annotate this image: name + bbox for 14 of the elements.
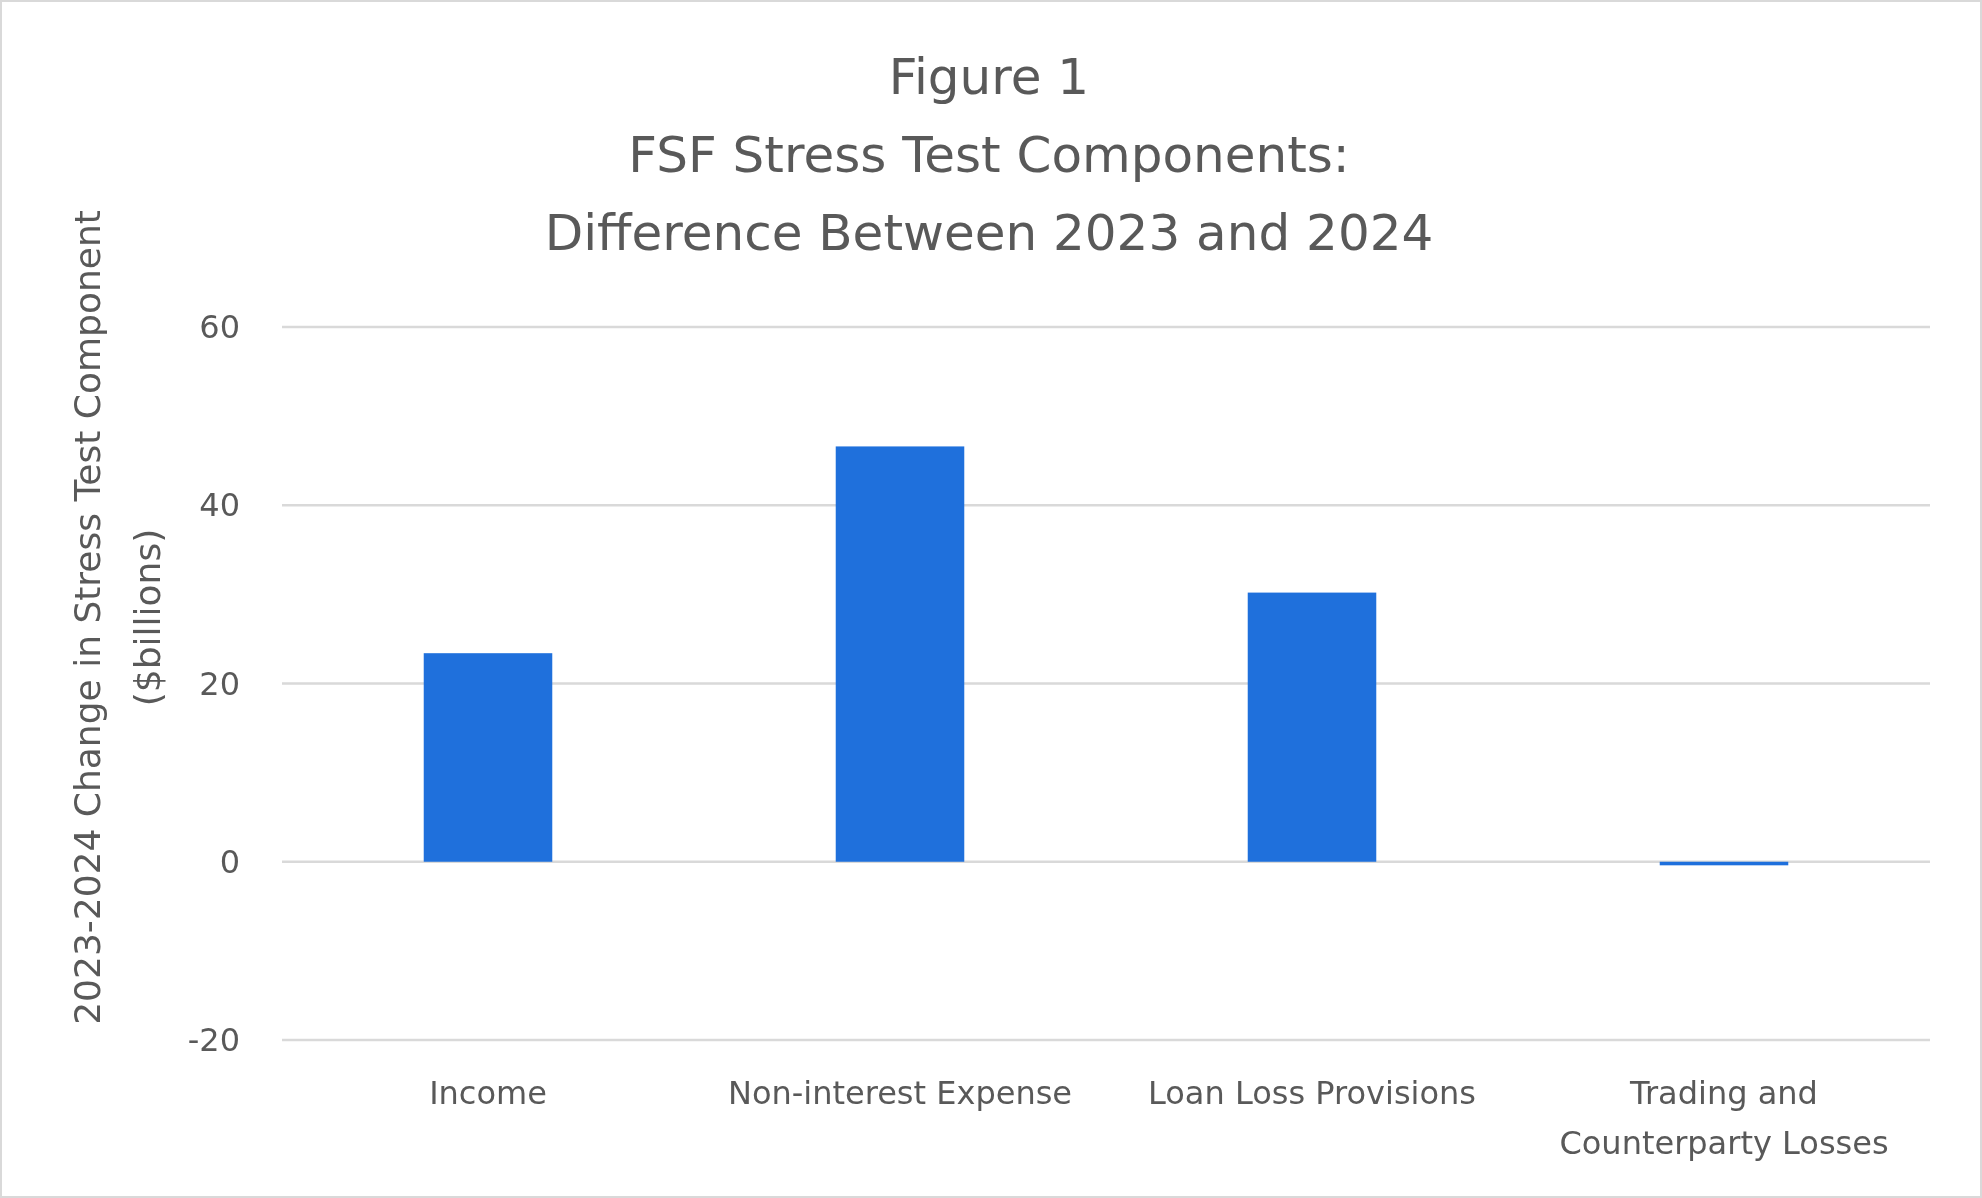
- x-tick-label: Income: [429, 1074, 547, 1112]
- y-tick-label: 40: [199, 486, 240, 525]
- bar: [423, 653, 553, 862]
- y-tick-label: 0: [219, 842, 240, 881]
- bar: [1247, 592, 1377, 862]
- y-tick-label: 20: [199, 664, 240, 703]
- chart-title: Figure 1 FSF Stress Test Components: Difference Between 2023 and 2024: [544, 48, 1434, 262]
- bar: [835, 446, 965, 862]
- y-axis-title: 2023-2024 Change in Stress Test Component ($billions): [67, 210, 168, 1025]
- x-tick-label: Trading and Counterparty Losses: [1559, 1074, 1889, 1162]
- x-tick-label: Non-interest Expense: [727, 1074, 1073, 1112]
- y-tick-label: 60: [199, 308, 240, 347]
- y-tick-label: -20: [187, 1021, 240, 1060]
- x-tick-label: Loan Loss Provisions: [1148, 1074, 1476, 1112]
